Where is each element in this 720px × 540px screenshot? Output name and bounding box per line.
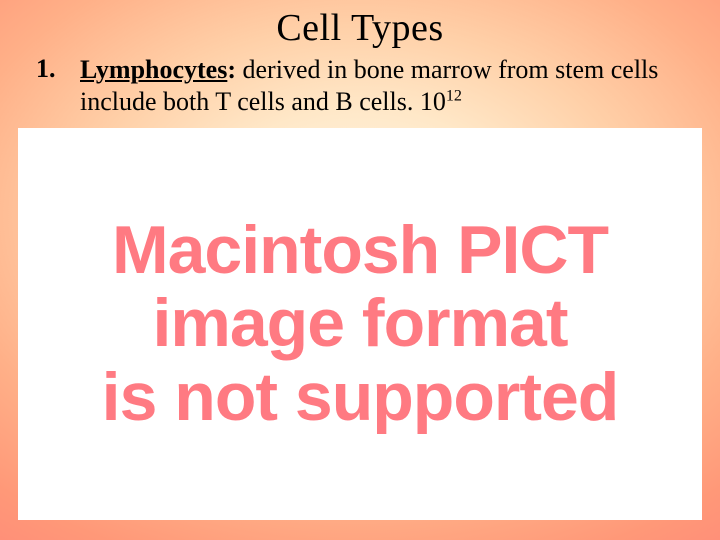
superscript: 12 [446, 87, 462, 104]
placeholder-line-2: image format [153, 285, 568, 361]
bullet-list: 1. Lymphocytes: derived in bone marrow f… [0, 50, 720, 117]
term-colon: : [227, 55, 236, 84]
list-item: 1. Lymphocytes: derived in bone marrow f… [36, 54, 684, 117]
list-number: 1. [36, 54, 80, 84]
placeholder-line-1: Macintosh PICT [112, 212, 608, 288]
image-placeholder-box: Macintosh PICT image format is not suppo… [18, 128, 702, 520]
slide: Cell Types 1. Lymphocytes: derived in bo… [0, 0, 720, 540]
list-text: Lymphocytes: derived in bone marrow from… [80, 54, 684, 117]
image-placeholder-text: Macintosh PICT image format is not suppo… [102, 214, 619, 434]
slide-title: Cell Types [0, 0, 720, 50]
term: Lymphocytes [80, 55, 227, 84]
placeholder-line-3: is not supported [102, 359, 619, 435]
